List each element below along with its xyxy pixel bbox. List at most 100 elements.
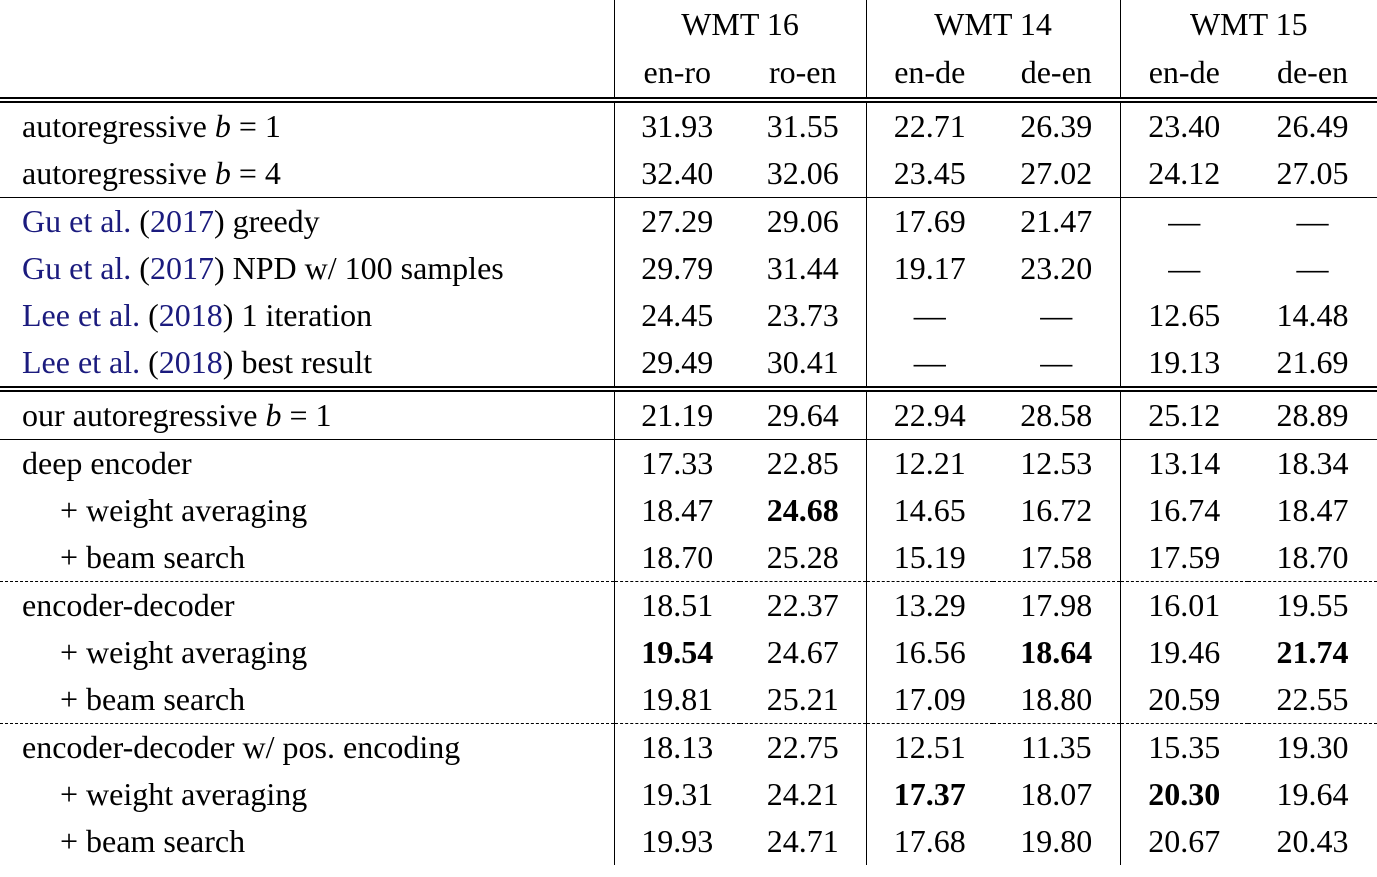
value-cell: 11.35 [993, 723, 1120, 771]
citation: 2018 [158, 297, 223, 333]
table-row: + beam search 18.70 25.28 15.19 17.58 17.59 18… [0, 534, 1377, 582]
table-row: encoder-decoder w/ pos. encoding 18.13 22.… [0, 723, 1377, 771]
value-cell: 16.74 [1119, 487, 1248, 534]
table-row: deep encoder 17.33 22.85 12.21 12.53 13.14 18.… [0, 439, 1377, 487]
column-header: ro-en [768, 54, 837, 90]
table-row: autoregressive b = 1 31.93 31.55 22.71 26.39… [0, 97, 1377, 150]
value-cell: 14.65 [865, 487, 993, 534]
value-cell: 25.12 [1119, 386, 1248, 440]
row-label: + beam search [0, 818, 615, 865]
table-row: autoregressive b = 4 32.40 32.06 23.45 27.02… [0, 150, 1377, 198]
value-cell: 19.80 [1020, 823, 1093, 859]
label-text: + weight averaging [60, 634, 308, 670]
column-header: de-en [1020, 54, 1092, 90]
row-label: + beam search [0, 676, 615, 724]
column-header: de-en [1276, 54, 1349, 90]
value-cell: — [1296, 250, 1329, 286]
value-cell: 17.68 [865, 818, 993, 865]
row-label: autoregressive b = 4 [0, 150, 615, 198]
row-label: deep encoder [0, 439, 615, 487]
value-cell: 18.13 [614, 723, 740, 771]
row-label: + beam search [0, 534, 615, 582]
value-cell: 18.64 [1020, 634, 1093, 670]
value-cell: 23.45 [865, 150, 993, 198]
value-cell: 32.40 [641, 155, 714, 191]
value-cell: 13.29 [865, 581, 993, 629]
value-cell: 24.71 [766, 823, 839, 859]
value-cell: 20.67 [1119, 818, 1248, 865]
value-cell: 17.59 [1119, 534, 1248, 582]
value-cell: 28.58 [993, 386, 1120, 440]
value-cell: 23.40 [1119, 97, 1248, 150]
value-cell: 24.21 [766, 776, 839, 812]
label-text: ( [140, 297, 159, 333]
group-header: WMT 14 [865, 0, 1120, 48]
label-text: our autoregressive [22, 397, 266, 433]
value-cell: 19.93 [641, 823, 714, 859]
value-cell: 29.49 [641, 344, 714, 380]
value-cell: 24.45 [641, 297, 714, 333]
label-text: b [265, 397, 282, 433]
value-cell: 22.71 [865, 97, 993, 150]
value-cell: 29.06 [740, 197, 866, 245]
header-row: WMT 16 WMT 14 WMT 15 [0, 0, 1377, 48]
row-label: + weight averaging [0, 629, 615, 676]
table-row: + beam search 19.93 24.71 17.68 19.80 20.67 20… [0, 818, 1377, 865]
label-text: + beam search [60, 823, 246, 859]
label-text: ) NPD w/ 100 samples [213, 250, 504, 286]
table-row: Gu et al. (2017) greedy 27.29 29.06 17.69 21… [0, 197, 1377, 245]
label-text: = 1 [281, 397, 332, 433]
label-text: + beam search [60, 681, 246, 717]
row-label: Gu et al. (2017) NPD w/ 100 samples [0, 245, 615, 292]
value-cell: 18.70 [641, 539, 714, 575]
row-label: our autoregressive b = 1 [0, 386, 615, 440]
value-cell: 17.58 [1020, 539, 1093, 575]
value-cell: 25.21 [766, 681, 839, 717]
table-row: Lee et al. (2018) 1 iteration 24.45 23.73 —… [0, 292, 1377, 339]
label-text: ( [140, 344, 159, 380]
value-cell: 15.19 [865, 534, 993, 582]
value-cell: 16.01 [1119, 581, 1248, 629]
value-cell: — [1119, 197, 1248, 245]
label-text: autoregressive [22, 108, 215, 144]
citation: 2017 [149, 203, 214, 239]
value-cell: 25.28 [766, 539, 839, 575]
value-cell: 20.59 [1119, 676, 1248, 724]
value-cell: 15.35 [1119, 723, 1248, 771]
row-label: autoregressive b = 1 [0, 97, 615, 150]
value-cell: 20.43 [1276, 823, 1349, 859]
value-cell: 17.09 [865, 676, 993, 724]
citation: Gu et al. [22, 250, 132, 286]
column-header: en-de [1119, 48, 1248, 100]
value-cell: 16.56 [865, 629, 993, 676]
value-cell: 19.81 [641, 681, 714, 717]
value-cell: 22.75 [740, 723, 866, 771]
value-cell: 22.85 [740, 439, 866, 487]
value-cell: 14.48 [1276, 297, 1349, 333]
value-cell: 29.79 [641, 250, 714, 286]
row-label: encoder-decoder w/ pos. encoding [0, 723, 615, 771]
label-text: = 4 [230, 155, 281, 191]
label-text: ) greedy [213, 203, 320, 239]
value-cell: 19.54 [641, 634, 714, 670]
citation: 2017 [149, 250, 214, 286]
column-header: en-ro [643, 54, 711, 90]
value-cell: 26.49 [1248, 97, 1377, 150]
value-cell: 18.51 [614, 581, 740, 629]
value-cell: — [1040, 344, 1073, 380]
value-cell: 24.67 [766, 634, 839, 670]
value-cell: 18.47 [641, 492, 714, 528]
table-row: + beam search 19.81 25.21 17.09 18.80 20.59 22… [0, 676, 1377, 724]
value-cell: 17.33 [614, 439, 740, 487]
value-cell: 27.29 [614, 197, 740, 245]
value-cell: 12.51 [865, 723, 993, 771]
label-text: = 1 [230, 108, 281, 144]
label-text: deep encoder [22, 445, 192, 481]
value-cell: 18.80 [1020, 681, 1093, 717]
table-row: Lee et al. (2018) best result 29.49 30.41 —… [0, 339, 1377, 389]
label-text: ) 1 iteration [222, 297, 373, 333]
value-cell: 28.89 [1248, 386, 1377, 440]
value-cell: 22.37 [740, 581, 866, 629]
value-cell: — [865, 339, 993, 389]
